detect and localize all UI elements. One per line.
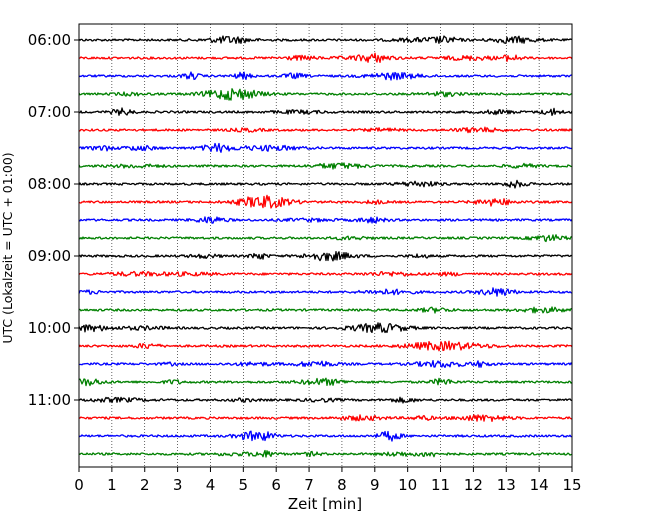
y-tick-label-1100: 11:00 <box>28 391 71 409</box>
trace-1130 <box>78 430 573 442</box>
trace-0915 <box>78 270 573 277</box>
trace-0800 <box>78 179 573 189</box>
trace-0615 <box>78 52 573 64</box>
x-tick-label-0: 0 <box>74 476 84 494</box>
x-tick-label-10: 10 <box>398 476 417 494</box>
y-axis-ticks: 06:00 07:00 08:00 09:00 10:00 11:00 <box>28 31 79 409</box>
x-axis-label: Zeit [min] <box>288 495 362 513</box>
x-tick-label-3: 3 <box>173 476 183 494</box>
y-axis-label: UTC (Lokalzeit = UTC + 01:00) <box>0 152 15 343</box>
trace-0845 <box>78 234 573 243</box>
trace-1145 <box>78 449 573 458</box>
x-tick-label-9: 9 <box>370 476 380 494</box>
x-tick-label-5: 5 <box>239 476 249 494</box>
x-tick-label-4: 4 <box>206 476 216 494</box>
x-tick-label-1: 1 <box>107 476 117 494</box>
trace-0745 <box>78 162 573 170</box>
trace-0900 <box>78 250 573 262</box>
x-tick-label-8: 8 <box>337 476 347 494</box>
plot-frame <box>78 23 573 468</box>
trace-0715 <box>78 126 573 134</box>
trace-0645 <box>78 88 573 101</box>
x-tick-label-7: 7 <box>304 476 314 494</box>
trace-1000 <box>78 322 573 334</box>
trace-1115 <box>78 414 573 423</box>
trace-1045 <box>78 377 573 387</box>
trace-0930 <box>78 287 573 297</box>
x-tick-label-14: 14 <box>530 476 549 494</box>
x-tick-label-6: 6 <box>271 476 281 494</box>
y-tick-label-0800: 08:00 <box>28 175 71 193</box>
x-tick-label-13: 13 <box>497 476 516 494</box>
trace-0630 <box>78 71 573 81</box>
y-tick-label-1000: 10:00 <box>28 319 71 337</box>
y-tick-label-0600: 06:00 <box>28 31 71 49</box>
x-axis-ticks: 0 1 2 3 4 5 6 7 8 9 10 11 12 13 14 15 <box>74 467 582 494</box>
grid-lines <box>111 24 540 467</box>
trace-0830 <box>78 216 573 224</box>
trace-0700 <box>78 107 573 117</box>
trace-lines <box>78 35 573 458</box>
trace-0600 <box>78 35 573 45</box>
trace-1100 <box>78 396 573 404</box>
trace-0730 <box>78 142 573 153</box>
trace-0945 <box>78 306 573 314</box>
y-tick-label-0700: 07:00 <box>28 103 71 121</box>
y-tick-label-0900: 09:00 <box>28 247 71 265</box>
x-tick-label-12: 12 <box>464 476 483 494</box>
trace-1030 <box>78 359 573 368</box>
trace-0815 <box>78 194 573 209</box>
x-tick-label-2: 2 <box>140 476 150 494</box>
x-tick-label-15: 15 <box>562 476 581 494</box>
x-tick-label-11: 11 <box>431 476 450 494</box>
trace-1015 <box>78 340 573 352</box>
